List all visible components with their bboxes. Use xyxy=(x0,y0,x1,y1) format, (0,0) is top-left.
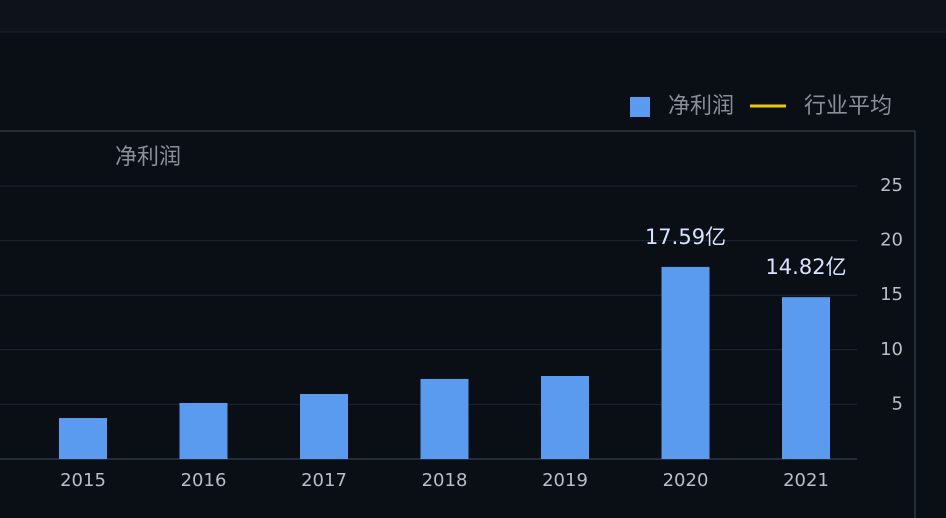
y-tick-label: 20 xyxy=(880,230,903,251)
y-tick-label: 5 xyxy=(892,393,903,414)
x-tick-label: 2021 xyxy=(783,470,829,491)
x-tick-label: 2020 xyxy=(663,470,709,491)
bar xyxy=(420,378,469,459)
chart-title: 净利润 xyxy=(115,145,181,170)
legend-label: 净利润 xyxy=(668,94,734,119)
x-tick-label: 2016 xyxy=(181,470,227,491)
x-tick-label: 2019 xyxy=(542,470,588,491)
y-tick-label: 10 xyxy=(880,339,903,360)
bar xyxy=(300,394,348,459)
y-tick-label: 25 xyxy=(880,175,903,196)
x-tick-label: 2015 xyxy=(60,470,106,491)
y-tick-label: 15 xyxy=(880,284,903,305)
bar xyxy=(59,418,107,459)
value-label: 14.82亿 xyxy=(765,255,846,279)
value-label: 17.59亿 xyxy=(645,225,726,249)
bar xyxy=(661,266,710,459)
legend-label: 行业平均 xyxy=(804,94,892,119)
bar xyxy=(179,402,228,459)
bar xyxy=(782,297,830,459)
x-tick-label: 2018 xyxy=(422,470,468,491)
legend-swatch xyxy=(630,97,650,117)
bar xyxy=(541,376,589,459)
top-band xyxy=(0,0,946,32)
x-tick-label: 2017 xyxy=(301,470,347,491)
